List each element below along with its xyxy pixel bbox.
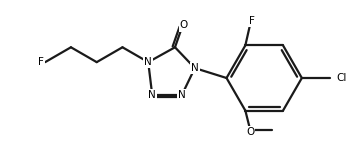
Text: N: N (178, 90, 186, 100)
Text: F: F (38, 57, 44, 67)
Text: Cl: Cl (336, 73, 347, 83)
Text: N: N (148, 90, 156, 100)
Text: N: N (191, 63, 199, 73)
Text: F: F (249, 16, 255, 26)
Text: N: N (144, 57, 152, 67)
Text: O: O (180, 20, 188, 31)
Text: O: O (246, 127, 254, 137)
